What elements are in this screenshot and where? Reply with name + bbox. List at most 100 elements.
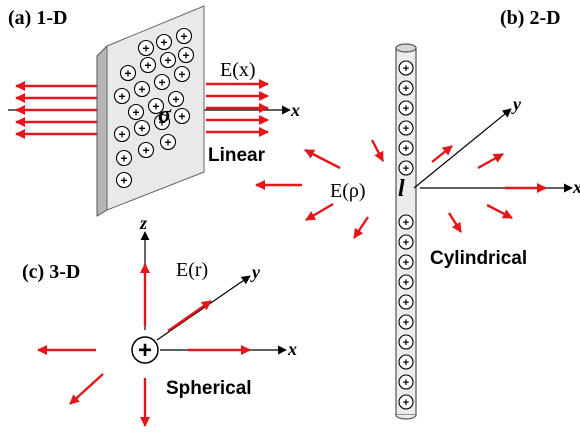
positive-charge: +: [115, 149, 133, 167]
positive-charge: +: [115, 171, 133, 189]
panel-linear: x + + +++ + ++ + +++ + ++ + + +++++ σ (a) 1-D E(x) …: [8, 5, 300, 217]
positive-charge-sign: +: [142, 143, 149, 157]
point-charge-sign: +: [138, 337, 152, 364]
positive-charge-sign: +: [138, 121, 145, 135]
positive-charge-sign: +: [142, 41, 149, 55]
positive-charge-sign: +: [403, 277, 409, 289]
linear-name-label: Linear: [208, 145, 266, 166]
positive-charge-sign: +: [403, 337, 409, 349]
cylindrical-x-axis-label: x: [572, 177, 580, 197]
positive-charge: +: [173, 107, 191, 125]
field-arrow: [370, 139, 385, 162]
spherical-arrows: [37, 263, 251, 427]
linear-right-arrows: [206, 79, 269, 137]
field-arrow: [486, 203, 513, 220]
positive-charge-sign: +: [403, 143, 409, 155]
positive-charge: +: [398, 120, 414, 136]
surface-charge-density-label: σ: [158, 102, 172, 128]
field-arrow: [167, 300, 212, 332]
positive-charge: +: [177, 46, 195, 64]
spherical-name-label: Spherical: [166, 378, 252, 399]
positive-charge-sign: +: [403, 237, 409, 249]
positive-charge-sign: +: [403, 317, 409, 329]
charged-rod-top: [395, 43, 417, 53]
positive-charge-sign: +: [124, 66, 131, 80]
charged-plate-side: [96, 44, 108, 217]
positive-charge-sign: +: [182, 48, 189, 62]
positive-charge: +: [398, 214, 414, 230]
cylindrical-panel-tag: (b) 2-D: [500, 7, 561, 29]
positive-charge: +: [398, 314, 414, 330]
positive-charge-sign: +: [144, 58, 151, 72]
cylindrical-name-label: Cylindrical: [430, 248, 527, 269]
positive-charge: +: [398, 294, 414, 310]
positive-charge-sign: +: [138, 82, 145, 96]
positive-charge: +: [153, 113, 171, 131]
linear-panel-tag: (a) 1-D: [8, 7, 67, 29]
positive-charge-sign: +: [403, 297, 409, 309]
positive-charge: +: [159, 51, 177, 69]
cylindrical-y-axis: [413, 108, 512, 189]
positive-charge: +: [167, 90, 185, 108]
positive-charge-sign: +: [403, 257, 409, 269]
positive-charge-sign: +: [164, 135, 171, 149]
positive-charge: +: [113, 87, 131, 105]
positive-charge: +: [139, 56, 157, 74]
positive-charge-sign: +: [178, 67, 185, 81]
positive-charge-sign: +: [403, 83, 409, 95]
positive-charge: +: [398, 234, 414, 250]
positive-charge: +: [398, 80, 414, 96]
positive-charge: +: [398, 394, 414, 410]
panel-spherical: (c) 3-D z x y + E(r) Spherical: [22, 213, 297, 427]
positive-charge-sign: +: [180, 29, 187, 43]
positive-charge: +: [137, 39, 155, 57]
positive-charge-sign: +: [132, 105, 139, 119]
spherical-panel-tag: (c) 3-D: [22, 261, 80, 283]
linear-left-arrows: [15, 81, 98, 139]
field-arrow: [305, 202, 334, 222]
positive-charge-sign: +: [118, 89, 125, 103]
cylindrical-right-arrows: [431, 145, 547, 233]
positive-charge: +: [137, 141, 155, 159]
positive-charge: +: [159, 133, 177, 151]
linear-x-axis-label: x: [290, 100, 300, 120]
positive-charge-sign: +: [403, 63, 409, 75]
positive-charge: +: [398, 140, 414, 156]
positive-charge-sign: +: [178, 109, 185, 123]
positive-charge-sign: +: [158, 75, 165, 89]
positive-charge: +: [119, 64, 137, 82]
panel-cylindrical: (b) 2-D + + + + + + + + + + + + + + + + x y l E(ρ): [255, 7, 580, 420]
positive-charge-sign: +: [172, 92, 179, 106]
positive-charge: +: [398, 160, 414, 176]
positive-charge-sign: +: [120, 173, 127, 187]
positive-charge: +: [398, 254, 414, 270]
field-arrow: [304, 148, 341, 170]
positive-charge: +: [113, 125, 131, 143]
positive-charge-sign: +: [403, 123, 409, 135]
cylindrical-left-arrows: [255, 139, 385, 239]
cylindrical-field-label: E(ρ): [330, 180, 366, 202]
charged-rod-bottom: [395, 414, 417, 420]
field-arrow: [447, 212, 463, 233]
positive-charge-sign: +: [403, 103, 409, 115]
positive-charge-sign: +: [403, 163, 409, 175]
rod-charges: + + + + + + + + + + + + + + + +: [398, 60, 414, 410]
field-arrow: [431, 145, 453, 163]
plate-charges: + + + + + + + + + + + + + + + + + + + + + +: [113, 27, 195, 189]
positive-charge: +: [147, 97, 165, 115]
positive-charge-sign: +: [152, 99, 159, 113]
positive-charge: +: [153, 73, 171, 91]
linear-field-label: E(x): [220, 59, 256, 81]
spherical-x-axis-label: x: [287, 339, 297, 359]
positive-charge: +: [398, 374, 414, 390]
positive-charge: +: [398, 274, 414, 290]
field-arrow: [69, 373, 104, 405]
positive-charge-sign: +: [403, 217, 409, 229]
positive-charge: +: [398, 60, 414, 76]
positive-charge-sign: +: [158, 115, 165, 129]
positive-charge: +: [127, 103, 145, 121]
field-arrow: [353, 216, 369, 239]
positive-charge-sign: +: [160, 35, 167, 49]
positive-charge-sign: +: [120, 151, 127, 165]
positive-charge-sign: +: [118, 127, 125, 141]
